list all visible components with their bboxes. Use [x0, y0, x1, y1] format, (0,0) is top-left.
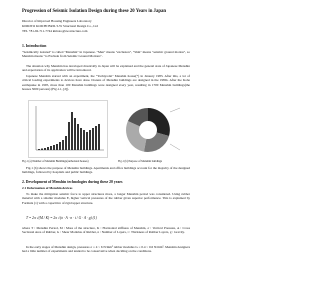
author-line: TEL +81-92-711-7744 kimoto@sw.structure.… — [22, 29, 88, 33]
bar-figure — [28, 100, 108, 158]
figure-caption: Fig.1 (b) Purpose of Menshin buildings — [118, 160, 163, 163]
section-heading: 1. Introduction — [22, 44, 47, 48]
paragraph: In the early stages of Menshin design, p… — [22, 245, 190, 254]
equation: T = 2π √(M / K) = 2π √(σ · A · n · t / G… — [26, 216, 97, 220]
paragraph: To make the mitigation seismic force to … — [22, 192, 190, 205]
leader — [169, 143, 181, 151]
bars — [38, 112, 100, 150]
paragraph: The situation why Menshin has developed … — [22, 64, 190, 73]
pie — [126, 108, 170, 152]
leader — [169, 107, 181, 113]
paragraph: Japanese Menshin started with an experim… — [22, 74, 190, 91]
section-heading: 2. Development of Menshin technologies d… — [22, 180, 123, 184]
author-line: KIMOTO KOICHI BRIL S.W Structural Design… — [22, 24, 98, 28]
paragraph: where T : Menshin Period, M : Mass of th… — [22, 226, 190, 235]
title: Progression of Seismic Isolation Design … — [22, 9, 167, 14]
subheading: 2.1 Deformation of Menshin devices — [22, 186, 73, 190]
page: Progression of Seismic Isolation Design … — [22, 9, 190, 254]
paragraph: Fig.1 (b) shows the purpose of Menshin b… — [22, 166, 190, 175]
figure-caption: Fig.1 (a) Number of Menshin Buildings(au… — [22, 160, 89, 163]
figure-frame — [28, 100, 108, 158]
author-line: Director of Improved Housing Engineers L… — [22, 19, 92, 23]
paragraph: "Seismically isolated" is called "Menshi… — [22, 50, 190, 59]
pie-figure — [126, 107, 181, 152]
